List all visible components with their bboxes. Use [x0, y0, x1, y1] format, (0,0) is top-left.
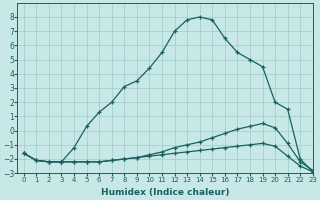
X-axis label: Humidex (Indice chaleur): Humidex (Indice chaleur) — [101, 188, 229, 197]
